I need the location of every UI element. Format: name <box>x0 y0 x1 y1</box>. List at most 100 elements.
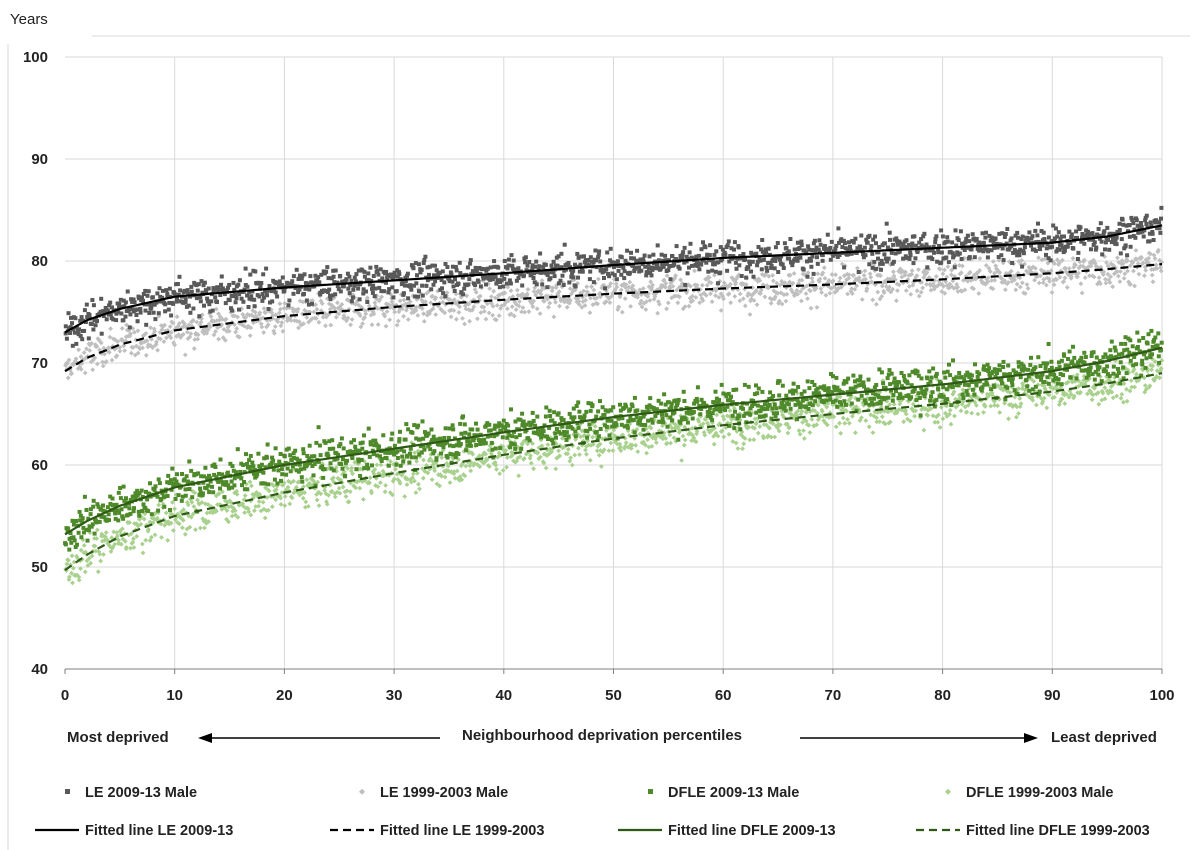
data-point <box>1019 237 1024 241</box>
data-point <box>249 294 254 299</box>
data-point <box>1156 369 1162 375</box>
data-point <box>720 257 725 262</box>
data-point <box>693 295 699 300</box>
data-point <box>663 284 668 290</box>
data-point <box>243 266 248 271</box>
data-point <box>173 497 178 501</box>
data-point <box>740 434 746 440</box>
data-point <box>82 530 86 535</box>
data-point <box>443 262 448 266</box>
data-point <box>884 256 888 261</box>
data-point <box>83 549 88 555</box>
data-point <box>211 332 217 338</box>
data-point <box>1096 275 1102 280</box>
data-point <box>749 250 754 255</box>
data-point <box>978 278 984 283</box>
data-point <box>885 259 890 264</box>
data-point <box>470 451 476 457</box>
data-point <box>149 302 154 307</box>
data-point <box>84 527 89 532</box>
data-point <box>760 238 765 242</box>
data-point <box>363 311 369 317</box>
data-point <box>541 460 547 466</box>
data-point <box>932 250 936 255</box>
data-point <box>603 286 607 291</box>
data-point <box>1064 392 1070 397</box>
data-point <box>1147 239 1152 244</box>
data-point <box>694 254 699 259</box>
data-point <box>367 282 372 287</box>
data-point <box>106 345 111 351</box>
data-point <box>352 438 356 443</box>
data-point <box>411 471 416 477</box>
data-point <box>314 440 319 445</box>
data-point <box>775 290 781 296</box>
data-point <box>614 277 619 282</box>
data-point <box>395 456 400 460</box>
data-point <box>792 247 797 252</box>
data-point <box>208 476 213 481</box>
data-point <box>862 268 868 274</box>
data-point <box>787 279 792 285</box>
data-point <box>424 283 429 288</box>
data-point <box>226 519 231 525</box>
data-point <box>271 467 276 472</box>
data-point <box>760 249 765 254</box>
data-point <box>831 414 837 420</box>
data-point <box>963 240 968 245</box>
data-point <box>370 290 375 295</box>
data-point <box>399 447 404 452</box>
data-point <box>1103 379 1109 385</box>
data-point <box>821 265 827 271</box>
data-point <box>645 437 650 443</box>
data-point <box>315 278 320 283</box>
data-point <box>63 324 68 329</box>
data-point <box>948 250 953 254</box>
data-point <box>78 513 83 518</box>
data-point <box>887 230 892 235</box>
data-point <box>677 266 682 271</box>
data-point <box>871 413 877 419</box>
data-point <box>902 244 907 249</box>
data-point <box>290 283 295 288</box>
data-point <box>480 267 485 272</box>
data-point <box>674 287 680 293</box>
data-point <box>791 271 797 276</box>
data-point <box>369 322 375 328</box>
data-point <box>395 274 400 279</box>
data-point <box>458 271 463 276</box>
data-point <box>162 504 167 509</box>
data-point <box>622 435 628 441</box>
data-point <box>843 281 849 286</box>
data-point <box>1011 250 1016 255</box>
data-point <box>156 477 161 482</box>
data-point <box>634 426 640 432</box>
data-point <box>161 298 166 303</box>
data-point <box>175 323 181 329</box>
data-point <box>397 298 403 304</box>
data-point <box>1034 240 1039 245</box>
data-point <box>249 312 255 318</box>
data-point <box>391 306 397 312</box>
data-point <box>429 287 434 292</box>
data-point <box>276 315 281 321</box>
data-point <box>1009 236 1014 241</box>
data-point <box>509 304 515 310</box>
data-point <box>939 260 944 265</box>
data-point <box>891 242 896 247</box>
data-point <box>984 230 988 235</box>
data-point <box>1079 239 1084 244</box>
data-point <box>953 228 958 233</box>
data-point <box>779 278 784 284</box>
data-point <box>211 490 216 495</box>
data-point <box>704 282 710 288</box>
data-point <box>357 313 363 319</box>
data-point <box>1128 244 1133 249</box>
data-point <box>615 441 620 447</box>
data-point <box>226 285 230 290</box>
data-point <box>429 477 435 482</box>
data-point <box>191 504 197 509</box>
data-point <box>416 294 421 299</box>
data-point <box>1002 400 1007 406</box>
data-point <box>341 446 346 451</box>
